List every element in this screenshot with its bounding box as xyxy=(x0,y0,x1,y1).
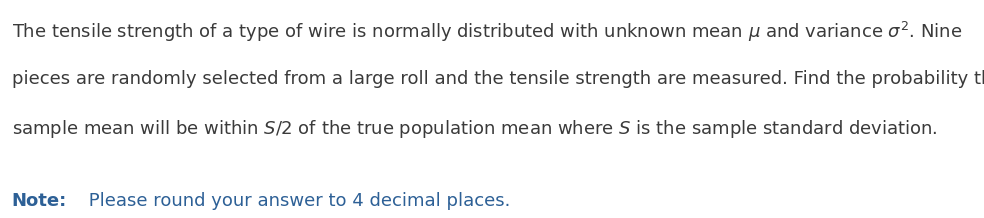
Text: The tensile strength of a type of wire is normally distributed with unknown mean: The tensile strength of a type of wire i… xyxy=(12,20,962,44)
Text: Note:: Note: xyxy=(12,192,67,210)
Text: sample mean will be within $\mathit{S}/2$ of the true population mean where $\ma: sample mean will be within $\mathit{S}/2… xyxy=(12,118,938,140)
Text: pieces are randomly selected from a large roll and the tensile strength are meas: pieces are randomly selected from a larg… xyxy=(12,70,984,88)
Text: Please round your answer to 4 decimal places.: Please round your answer to 4 decimal pl… xyxy=(83,192,511,210)
